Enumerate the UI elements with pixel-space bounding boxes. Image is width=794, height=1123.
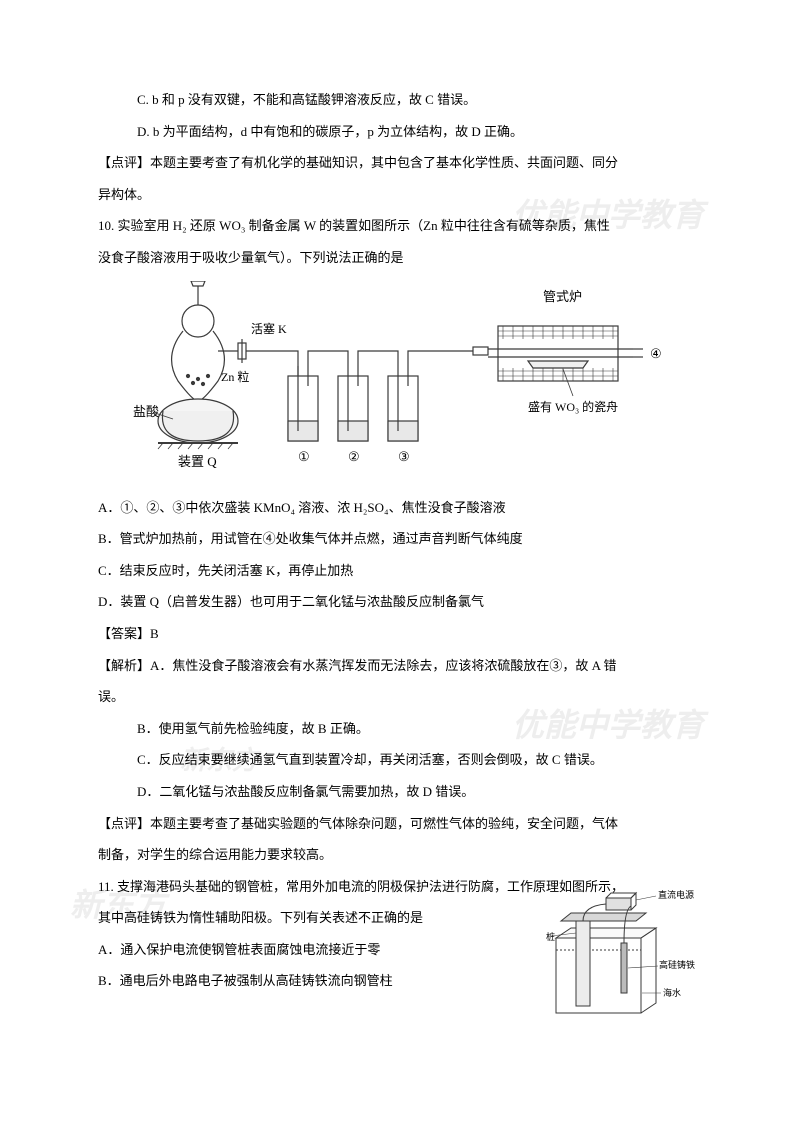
text-line: A．通入保护电流使钢管桩表面腐蚀电流接近于零 bbox=[98, 936, 696, 965]
text-line: 异构体。 bbox=[98, 181, 696, 210]
text-line: 【答案】B bbox=[98, 620, 696, 649]
valve-label: 活塞 K bbox=[251, 321, 287, 336]
zn-label: Zn 粒 bbox=[221, 369, 249, 384]
text-line: D. b 为平面结构，d 中有饱和的碳原子，p 为立体结构，故 D 正确。 bbox=[98, 118, 696, 147]
text-line: 【解析】A．焦性没食子酸溶液会有水蒸汽挥发而无法除去，应该将浓硫酸放在③，故 A… bbox=[98, 652, 696, 681]
text-line: 没食子酸溶液用于吸收少量氧气）。下列说法正确的是 bbox=[98, 244, 696, 273]
bottle-3-label: ③ bbox=[398, 449, 410, 464]
text-line: B．通电后外电路电子被强制从高硅铸铁流向钢管柱 bbox=[98, 967, 696, 996]
device-q-label: 装置 Q bbox=[178, 454, 217, 469]
outlet-label: ④ bbox=[650, 346, 662, 361]
hcl-label: 盐酸 bbox=[133, 404, 159, 419]
apparatus-diagram: 管式炉 活塞 K Zn 粒 盐酸 装置 Q ① ② ③ ④ 盛有 WO₃ 的瓷舟 bbox=[133, 281, 693, 486]
text-line: B．管式炉加热前，用试管在④处收集气体并点燃，通过声音判断气体纯度 bbox=[98, 525, 696, 554]
text-line: 【点评】本题主要考查了基础实验题的气体除杂问题，可燃性气体的验纯，安全问题，气体 bbox=[98, 810, 696, 839]
text-line: 误。 bbox=[98, 683, 696, 712]
bottle-1-label: ① bbox=[298, 449, 310, 464]
text-line: 制备，对学生的综合运用能力要求较高。 bbox=[98, 841, 696, 870]
text-line: 10. 实验室用 H₂ 还原 WO₃ 制备金属 W 的装置如图所示（Zn 粒中往… bbox=[98, 212, 696, 241]
text-line: C. b 和 p 没有双键，不能和高锰酸钾溶液反应，故 C 错误。 bbox=[98, 86, 696, 115]
text-line: C．结束反应时，先关闭活塞 K，再停止加热 bbox=[98, 557, 696, 586]
furnace-label: 管式炉 bbox=[543, 289, 582, 304]
text-line: 其中高硅铸铁为惰性辅助阳极。下列有关表述不正确的是 bbox=[98, 904, 696, 933]
bottle-2-label: ② bbox=[348, 449, 360, 464]
text-line: C．反应结束要继续通氢气直到装置冷却，再关闭活塞，否则会倒吸，故 C 错误。 bbox=[98, 746, 696, 775]
text-line: B．使用氢气前先检验纯度，故 B 正确。 bbox=[98, 715, 696, 744]
page-content: C. b 和 p 没有双键，不能和高锰酸钾溶液反应，故 C 错误。 D. b 为… bbox=[98, 86, 696, 996]
text-line: 11. 支撑海港码头基础的钢管桩，常用外加电流的阴极保护法进行防腐，工作原理如图… bbox=[98, 873, 696, 902]
text-line: D．二氧化锰与浓盐酸反应制备氯气需要加热，故 D 错误。 bbox=[98, 778, 696, 807]
text-line: A．①、②、③中依次盛装 KMnO₄ 溶液、浓 H₂SO₄、焦性没食子酸溶液 bbox=[98, 494, 696, 523]
text-line: 【点评】本题主要考查了有机化学的基础知识，其中包含了基本化学性质、共面问题、同分 bbox=[98, 149, 696, 178]
text-line: D．装置 Q（启普发生器）也可用于二氧化锰与浓盐酸反应制备氯气 bbox=[98, 588, 696, 617]
boat-label: 盛有 WO₃ 的瓷舟 bbox=[528, 399, 618, 414]
